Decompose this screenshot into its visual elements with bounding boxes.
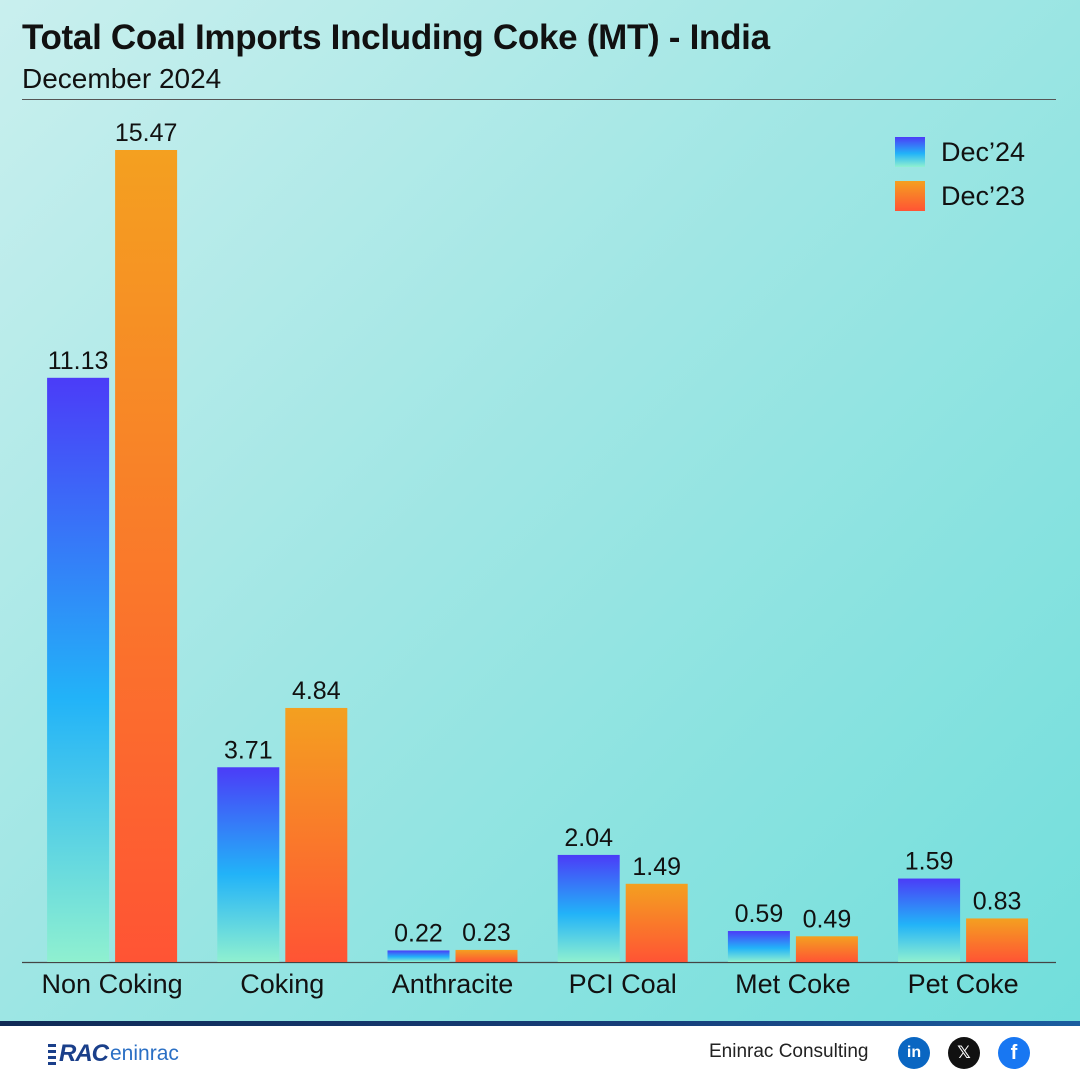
legend-swatch-dec23 [895,181,925,211]
bar-dec23-anthracite [455,949,518,962]
bar-dec24-met-coke [727,931,790,962]
legend-item-dec23: Dec’23 [895,174,1025,218]
data-label-dec24-coking: 3.71 [224,736,273,764]
legend-label-dec24: Dec’24 [941,136,1026,167]
data-label-dec23-pci-coal: 1.49 [632,853,681,881]
bar-dec23-met-coke [795,936,858,962]
bar-chart: 11.13 15.47 Non Coking 3.71 4.84 Coking 0.22 0.… [22,119,1056,999]
title-divider [22,99,1056,100]
category-label-anthracite: Anthracite [392,969,514,999]
category-label-pet-coke: Pet Coke [908,969,1019,999]
data-label-dec24-anthracite: 0.22 [394,919,443,947]
logo-rac-text: RAC [59,1040,109,1067]
category-label-pci-coal: PCI Coal [569,969,677,999]
facebook-icon[interactable]: f [998,1037,1030,1069]
legend-swatch-dec24 [895,137,925,167]
data-label-dec23-pet-coke: 0.83 [973,887,1022,915]
bar-dec24-anthracite [387,950,450,962]
chart-legend: Dec’24 Dec’23 [895,130,1025,218]
legend-item-dec24: Dec’24 [895,130,1025,174]
data-label-dec23-anthracite: 0.23 [462,919,511,947]
data-label-dec23-non-coking: 15.47 [115,119,178,147]
data-label-dec23-met-coke: 0.49 [803,905,852,933]
bar-dec23-non-coking [115,150,178,962]
logo-stripes-icon [48,1043,56,1065]
chart-title: Total Coal Imports Including Coke (MT) -… [22,18,770,57]
linkedin-icon[interactable]: in [898,1037,930,1069]
bar-dec23-pci-coal [625,883,688,962]
data-label-dec24-met-coke: 0.59 [735,900,784,928]
logo-eninrac-text: eninrac [110,1042,179,1065]
bar-dec24-pci-coal [557,854,620,962]
bar-dec24-coking [217,767,280,962]
footer-divider [0,1021,1080,1026]
bar-dec23-pet-coke [966,918,1029,962]
data-label-dec24-pci-coal: 2.04 [564,824,613,852]
data-label-dec23-coking: 4.84 [292,677,341,705]
data-label-dec24-pet-coke: 1.59 [905,848,954,876]
category-label-met-coke: Met Coke [735,969,851,999]
legend-label-dec23: Dec’23 [941,180,1026,211]
bar-dec23-coking [285,707,348,962]
bar-dec24-pet-coke [898,878,961,962]
category-label-non-coking: Non Coking [42,969,183,999]
x-icon[interactable]: 𝕏 [948,1037,980,1069]
eninrac-logo: RAC eninrac [48,1040,179,1068]
data-label-dec24-non-coking: 11.13 [48,347,109,375]
category-label-coking: Coking [240,969,324,999]
footer-brand-name: Eninrac Consulting [709,1041,869,1062]
chart-subtitle: December 2024 [22,63,222,94]
bar-dec24-non-coking [47,377,110,962]
